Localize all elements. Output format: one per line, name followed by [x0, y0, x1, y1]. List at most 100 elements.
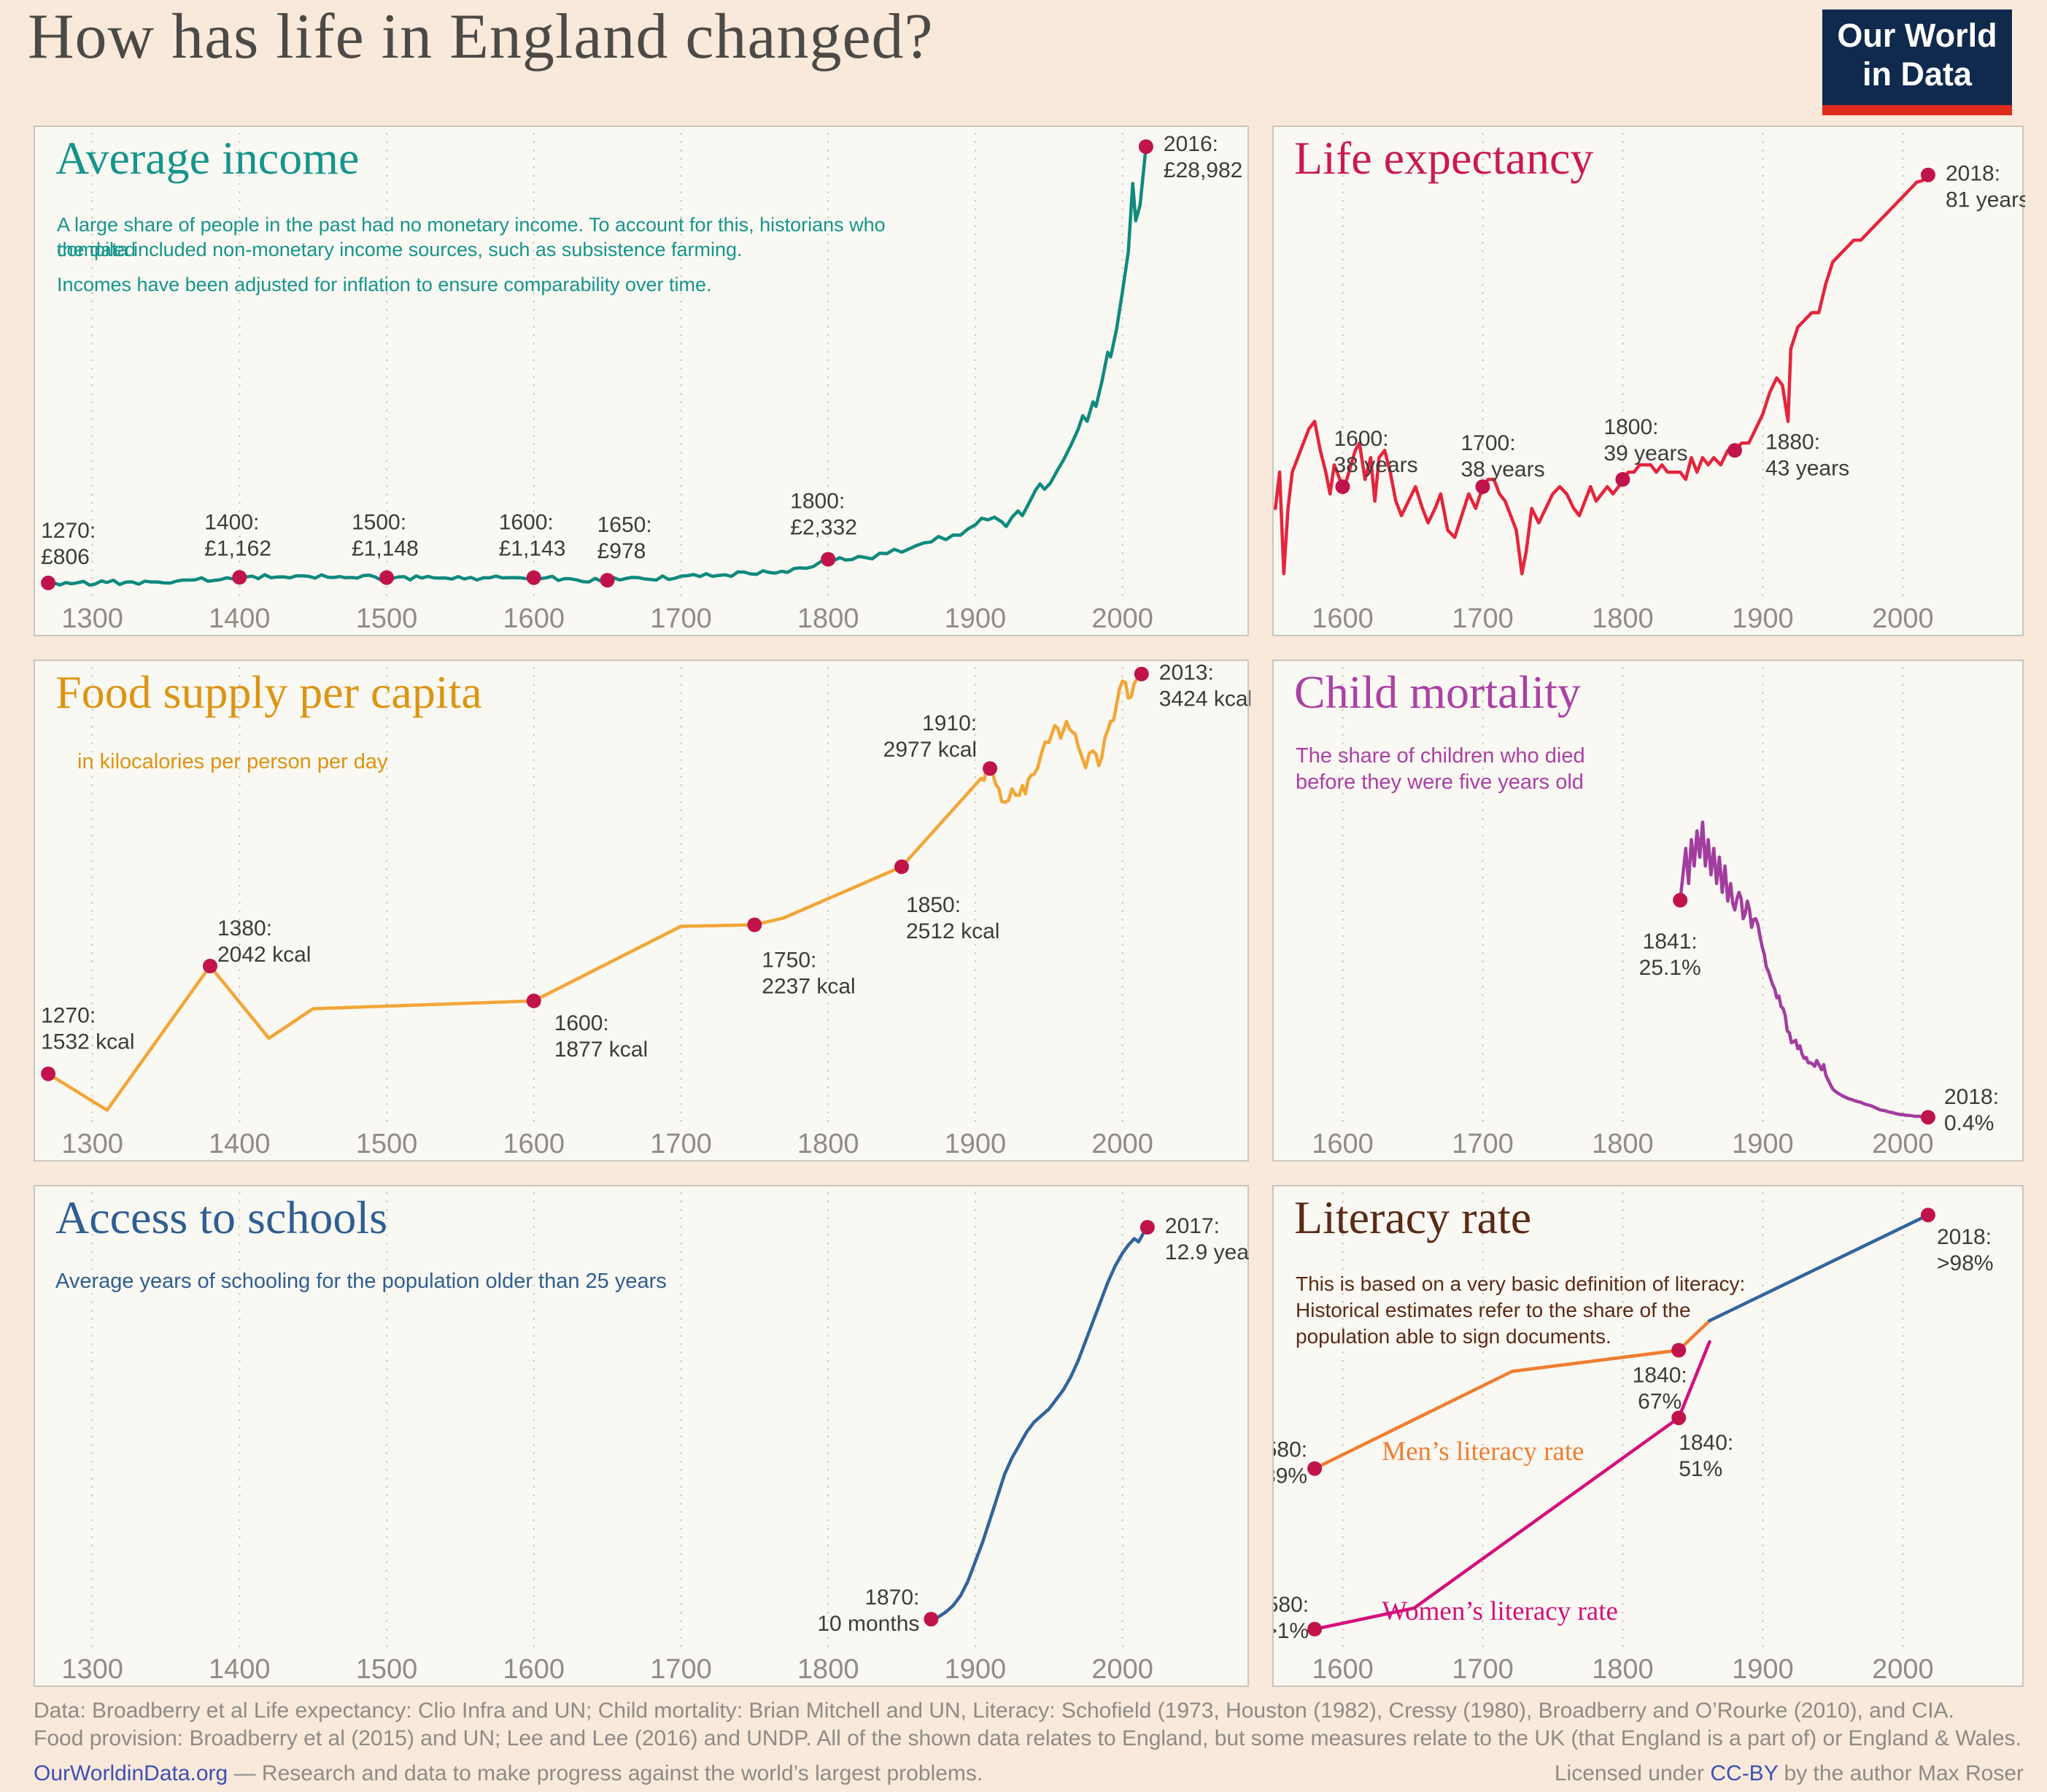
svg-text:1300: 1300 — [61, 1129, 123, 1159]
svg-text:2013:: 2013: — [1159, 661, 1214, 685]
logo-text-line2: in Data — [1862, 55, 1973, 93]
chart-subtitle: in kilocalories per person per day — [77, 750, 388, 773]
footer-license: Licensed under CC-BY by the author Max R… — [1555, 1761, 2024, 1786]
svg-text:1880:: 1880: — [1765, 430, 1820, 454]
panel-life-expectancy: Life expectancy 1600 1700 1800 1900 2000 1600… — [1272, 125, 2025, 636]
svg-text:1650:: 1650: — [597, 513, 652, 537]
svg-text:1400: 1400 — [209, 603, 271, 634]
svg-text:1600: 1600 — [503, 603, 565, 634]
cc-by-link[interactable]: CC-BY — [1710, 1761, 1779, 1785]
chart-subtitle: Average years of schooling for the popul… — [55, 1270, 667, 1293]
svg-text:10 months: 10 months — [817, 1612, 919, 1636]
svg-text:1400: 1400 — [209, 1654, 271, 1685]
svg-text:£1,148: £1,148 — [352, 537, 419, 561]
chart-title-literacy-rate: Literacy rate — [1294, 1192, 1532, 1243]
chart-subtitle: Incomes have been adjusted for inflation… — [57, 274, 712, 296]
svg-text:1850:: 1850: — [906, 893, 961, 917]
svg-text:1800: 1800 — [1592, 1654, 1654, 1685]
svg-text:1500:: 1500: — [352, 511, 406, 535]
footer-tagline: — Research and data to make progress aga… — [228, 1761, 983, 1785]
svg-text:1700: 1700 — [650, 1129, 712, 1159]
svg-text:1532 kcal: 1532 kcal — [41, 1030, 134, 1054]
svg-text:1500: 1500 — [356, 1654, 418, 1685]
svg-text:2017:: 2017: — [1165, 1214, 1220, 1238]
svg-text:1841:: 1841: — [1643, 930, 1698, 954]
svg-text:1600: 1600 — [1312, 603, 1374, 634]
logo-text-line1: Our World — [1837, 17, 1997, 54]
svg-text:Women’s literacy rate: Women’s literacy rate — [1382, 1596, 1618, 1626]
svg-text:12.9 years: 12.9 years — [1165, 1240, 1250, 1264]
svg-text:81 years: 81 years — [1946, 188, 2025, 212]
svg-text:1700:: 1700: — [1461, 431, 1516, 455]
svg-text:2000: 2000 — [1872, 1129, 1934, 1159]
svg-text:2237 kcal: 2237 kcal — [762, 975, 855, 999]
panel-child-mortality: Child mortality The share of children wh… — [1272, 660, 2024, 1162]
svg-text:£1,162: £1,162 — [204, 536, 271, 560]
svg-text:2042 kcal: 2042 kcal — [217, 943, 311, 967]
chart-subtitle: population able to sign documents. — [1296, 1325, 1611, 1348]
page-title: How has life in England changed? — [28, 1, 934, 72]
license-suffix: by the author Max Roser — [1778, 1761, 2024, 1785]
svg-text:1600:: 1600: — [499, 511, 554, 535]
panel-access-to-schools: Access to schools Average years of schoo… — [34, 1185, 1250, 1687]
svg-text:1580:: 1580: — [1274, 1593, 1309, 1617]
license-prefix: Licensed under — [1554, 1761, 1711, 1785]
svg-text:1400:: 1400: — [204, 510, 259, 534]
svg-text:1900: 1900 — [1732, 1129, 1794, 1159]
svg-text:1700: 1700 — [1452, 1129, 1514, 1159]
svg-text:2018:: 2018: — [1937, 1225, 1992, 1249]
svg-text:1380:: 1380: — [217, 916, 272, 941]
svg-text:25.1%: 25.1% — [1639, 956, 1701, 980]
svg-text:1800: 1800 — [1592, 603, 1654, 634]
svg-text:1700: 1700 — [1452, 1654, 1514, 1685]
svg-text:1600: 1600 — [503, 1654, 565, 1685]
svg-text:Men’s literacy rate: Men’s literacy rate — [1382, 1437, 1584, 1467]
owid-logo: Our World in Data — [1822, 9, 2012, 115]
svg-text:2000: 2000 — [1872, 603, 1934, 634]
svg-text:1800: 1800 — [1592, 1129, 1654, 1159]
svg-text:1500: 1500 — [356, 1129, 418, 1159]
svg-text:>98%: >98% — [1937, 1251, 1994, 1275]
svg-text:£28,982: £28,982 — [1164, 158, 1242, 182]
svg-text:£978: £978 — [597, 539, 646, 563]
svg-text:£806: £806 — [41, 545, 90, 569]
chart-subtitle: before they were five years old — [1296, 771, 1584, 794]
svg-text:67%: 67% — [1638, 1390, 1682, 1414]
chart-title-food-supply: Food supply per capita — [55, 666, 482, 718]
footer-sources-line2: Food provision: Broadberry et al (2015) … — [34, 1726, 2021, 1750]
svg-text:1800:: 1800: — [790, 490, 845, 514]
svg-text:1580:: 1580: — [1274, 1438, 1307, 1462]
svg-text:1600: 1600 — [503, 1129, 565, 1159]
svg-text:1900: 1900 — [945, 1654, 1007, 1685]
owid-site-link[interactable]: OurWorldinData.org — [34, 1761, 228, 1785]
svg-text:2512 kcal: 2512 kcal — [906, 919, 999, 943]
svg-text:1400: 1400 — [209, 1129, 271, 1159]
svg-text:1900: 1900 — [1732, 603, 1794, 634]
svg-text:1840:: 1840: — [1633, 1364, 1687, 1388]
svg-text:1270:: 1270: — [41, 519, 96, 543]
svg-text:43 years: 43 years — [1765, 456, 1849, 480]
svg-text:£2,332: £2,332 — [790, 516, 857, 540]
svg-text:1800:: 1800: — [1603, 415, 1658, 439]
svg-text:51%: 51% — [1679, 1457, 1722, 1481]
svg-text:1800: 1800 — [797, 1129, 859, 1159]
svg-text:£1,143: £1,143 — [499, 537, 566, 561]
svg-text:38 years: 38 years — [1461, 457, 1545, 482]
chart-title-child-mortality: Child mortality — [1294, 666, 1581, 718]
svg-text:1800: 1800 — [797, 603, 859, 634]
svg-text:1600:: 1600: — [554, 1011, 609, 1035]
chart-title-average-income: Average income — [55, 132, 360, 184]
svg-text:2018:: 2018: — [1944, 1085, 1999, 1109]
footer-sources-line1: Data: Broadberry et al Life expectancy: … — [34, 1699, 1954, 1723]
svg-text:1700: 1700 — [1452, 603, 1514, 634]
chart-title-access-to-schools: Access to schools — [55, 1192, 388, 1243]
svg-text:1900: 1900 — [945, 1129, 1007, 1159]
svg-text:1700: 1700 — [650, 603, 712, 634]
svg-text:39 years: 39 years — [1603, 441, 1687, 466]
svg-text:1840:: 1840: — [1679, 1431, 1733, 1455]
svg-text:2000: 2000 — [1091, 1129, 1153, 1159]
svg-text:1700: 1700 — [650, 1654, 712, 1685]
logo-red-bar — [1822, 105, 2012, 115]
average-income-chart: 1300 1400 1500 1600 1700 1800 1900 2000 1270:£80… — [41, 132, 1242, 634]
svg-text:2977 kcal: 2977 kcal — [883, 738, 977, 762]
